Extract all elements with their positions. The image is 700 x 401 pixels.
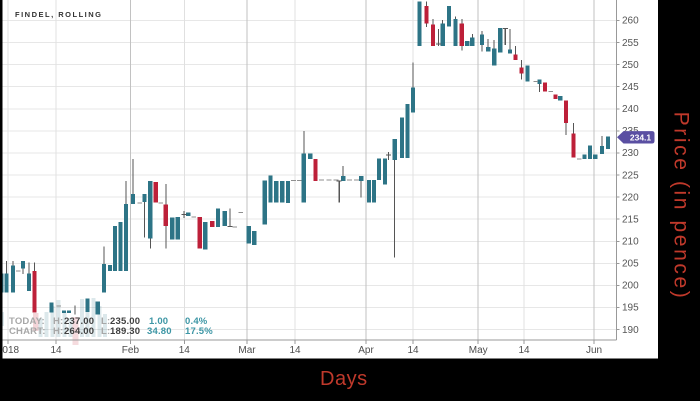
svg-text:250: 250 xyxy=(622,60,639,71)
svg-text:200: 200 xyxy=(622,281,639,292)
svg-text:234.1: 234.1 xyxy=(630,132,652,142)
svg-text:Feb: Feb xyxy=(122,345,140,356)
svg-text:Apr: Apr xyxy=(358,345,374,356)
svg-text:255: 255 xyxy=(622,38,639,49)
svg-text:14: 14 xyxy=(289,345,301,356)
svg-text:Jun: Jun xyxy=(586,345,602,356)
svg-text:230: 230 xyxy=(622,148,639,159)
svg-text:215: 215 xyxy=(622,214,639,225)
svg-text:14: 14 xyxy=(518,345,530,356)
svg-text:245: 245 xyxy=(622,82,639,93)
svg-text:May: May xyxy=(469,345,488,356)
svg-text:14: 14 xyxy=(179,345,191,356)
svg-text:220: 220 xyxy=(622,192,639,203)
svg-text:2018: 2018 xyxy=(0,345,20,356)
svg-text:190: 190 xyxy=(622,325,639,336)
svg-text:240: 240 xyxy=(622,104,639,115)
svg-text:195: 195 xyxy=(622,303,639,314)
svg-text:205: 205 xyxy=(622,259,639,270)
svg-text:Mar: Mar xyxy=(238,345,256,356)
svg-text:260: 260 xyxy=(622,16,639,27)
svg-text:14: 14 xyxy=(50,345,62,356)
svg-text:14: 14 xyxy=(407,345,419,356)
svg-text:225: 225 xyxy=(622,170,639,181)
svg-text:210: 210 xyxy=(622,237,639,248)
